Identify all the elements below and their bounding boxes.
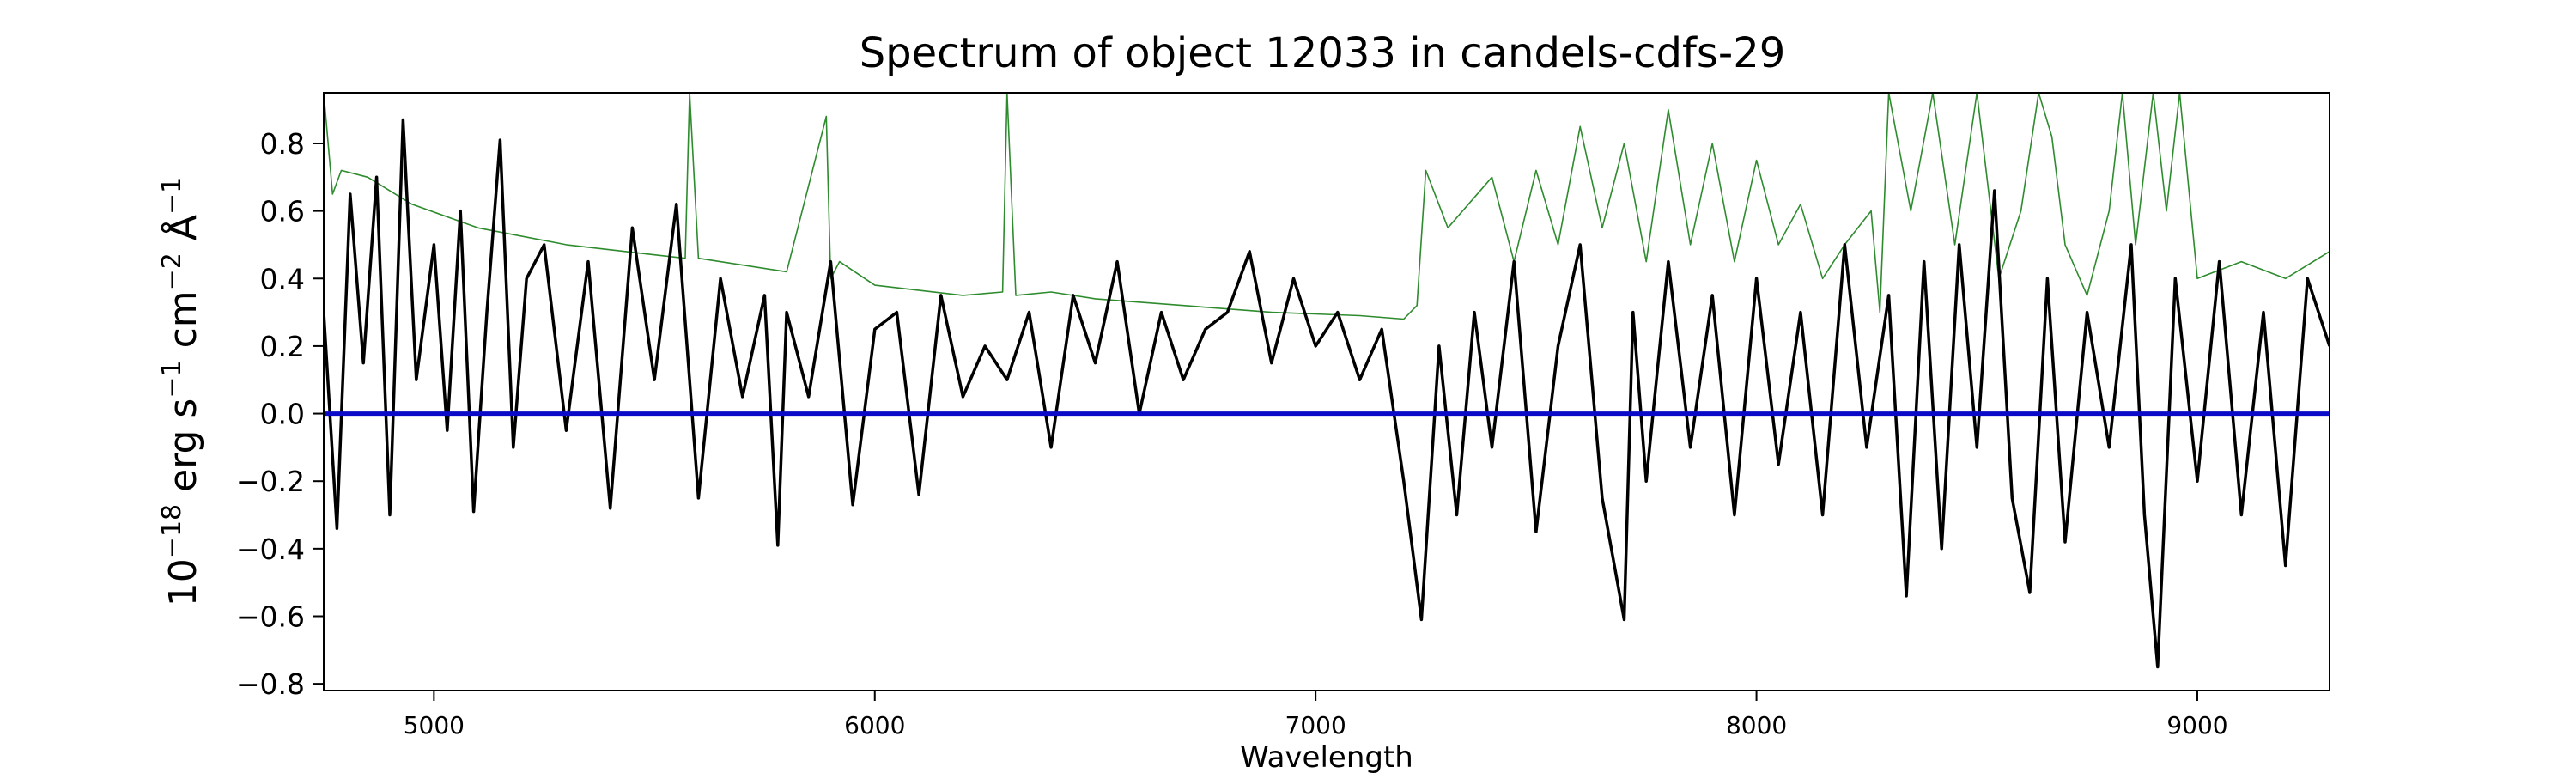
chart-title: Spectrum of object 12033 in candels-cdfs… bbox=[860, 29, 1786, 77]
x-tick-label: 9000 bbox=[2166, 711, 2227, 740]
y-axis-label: 10−18 erg s−1 cm−2 Å−1 bbox=[157, 177, 205, 606]
x-axis-label: Wavelength bbox=[1240, 740, 1413, 773]
y-axis: −0.8 −0.6 −0.4 −0.2 0.0 0.2 0.4 0.6 0.8 bbox=[236, 127, 324, 701]
y-tick-label: 0.4 bbox=[260, 262, 305, 295]
x-tick-label: 8000 bbox=[1726, 711, 1787, 740]
y-tick-label: 0.0 bbox=[260, 398, 305, 431]
series-line-flux bbox=[324, 118, 2330, 669]
y-tick-label: −0.8 bbox=[236, 667, 305, 701]
x-tick-label: 5000 bbox=[404, 711, 465, 740]
series-layer bbox=[324, 93, 2330, 669]
y-tick-label: −0.4 bbox=[236, 533, 305, 566]
y-tick-label: −0.2 bbox=[236, 465, 305, 498]
y-tick-label: 0.8 bbox=[260, 127, 305, 161]
x-tick-label: 6000 bbox=[844, 711, 905, 740]
y-tick-label: 0.2 bbox=[260, 330, 305, 363]
y-tick-label: 0.6 bbox=[260, 195, 305, 228]
x-tick-label: 7000 bbox=[1285, 711, 1346, 740]
x-axis: 5000 6000 7000 8000 9000 bbox=[404, 691, 2228, 740]
y-tick-label: −0.6 bbox=[236, 600, 305, 633]
series-line-error bbox=[324, 93, 2330, 320]
plot-frame bbox=[323, 92, 2330, 691]
